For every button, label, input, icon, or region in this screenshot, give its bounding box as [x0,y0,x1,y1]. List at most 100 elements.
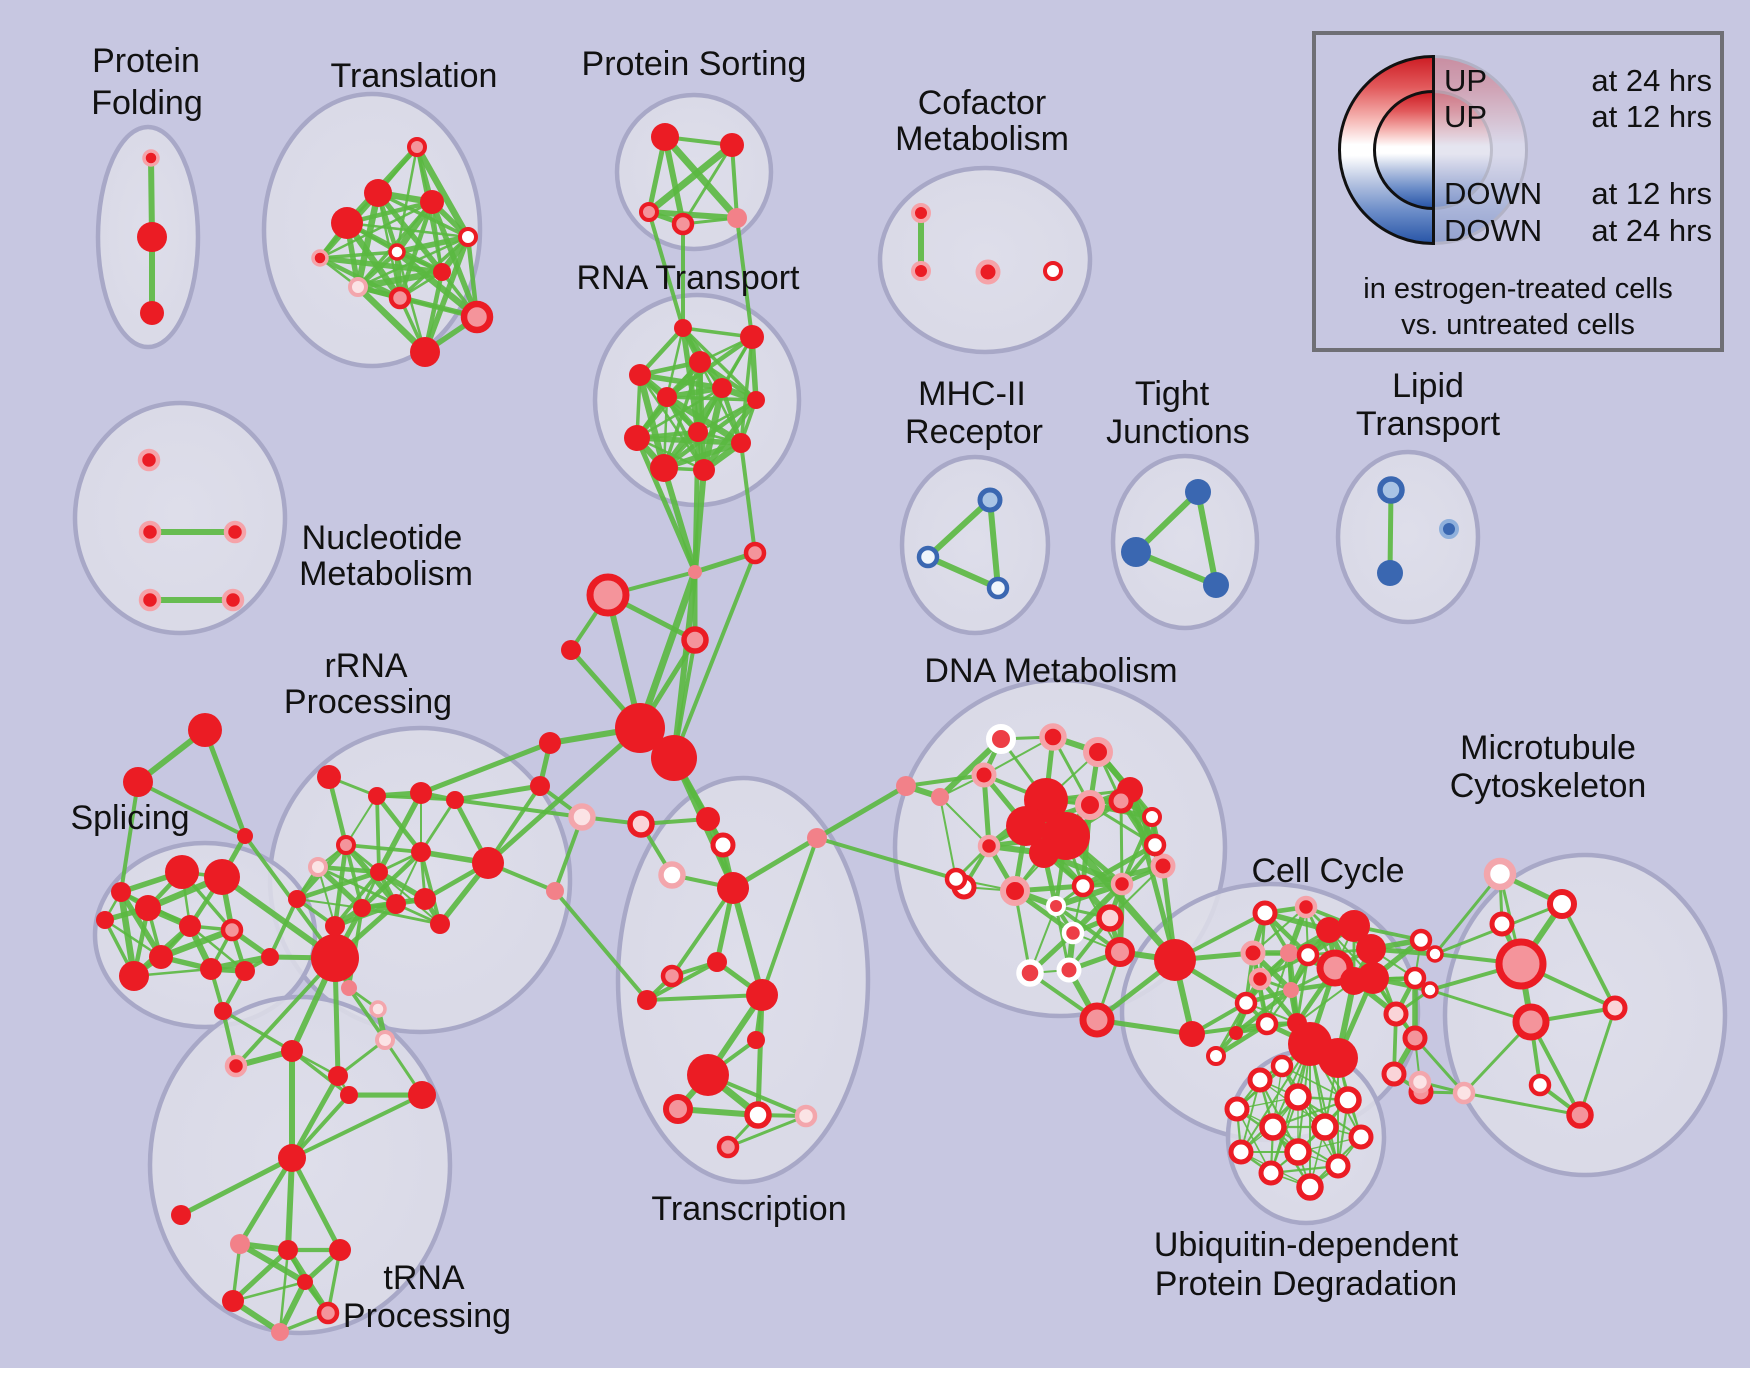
node-protein-folding [137,222,167,252]
node-ubiquitin-degradation [1284,1083,1312,1111]
cluster-label: Transport [1356,405,1501,443]
node-dna-metabolism [1006,806,1046,846]
legend-up-24-label: UP [1444,63,1488,98]
edge [760,836,819,997]
node-ubiquitin-degradation [1348,1124,1374,1150]
node-rrna-processing [288,890,306,908]
node-rrna-processing [353,899,371,917]
edge [1462,1091,1582,1117]
edge [453,798,584,819]
node-cell-cycle [1229,1026,1243,1040]
edge [285,1155,295,1253]
cluster-label: Microtubule [1460,729,1636,767]
node-translation [420,190,444,214]
node-translation [331,207,363,239]
node-nucleotide-metabolism [138,588,162,612]
node-connectors [807,828,827,848]
node-dna-metabolism [1143,833,1167,857]
cluster-label: Ubiquitin-dependent [1154,1226,1459,1264]
node-cell-cycle [1240,940,1266,966]
node-translation [460,300,494,334]
edge [333,870,381,928]
node-transcription [716,1135,740,1159]
node-microtubule-cytoskeleton [1566,1101,1594,1129]
edge [735,216,754,339]
edge [413,143,472,241]
edge [354,283,429,356]
node-trna-processing [224,1054,248,1078]
node-trna-processing [278,1240,298,1260]
edge [670,886,735,978]
node-dna-metabolism [1000,876,1030,906]
node-ubiquitin-degradation [1334,1086,1362,1114]
edge [234,956,337,1068]
node-cell-cycle [1280,944,1298,962]
node-cell-cycle [1357,962,1389,994]
edge [646,209,740,221]
node-rrna-processing [369,1000,387,1018]
node-nucleotide-metabolism [223,520,247,544]
edge [290,1049,351,1097]
edge [317,255,445,275]
cluster-label: DNA Metabolism [924,652,1177,690]
edge [1433,872,1502,956]
node-rna-transport [693,459,715,481]
node-trna-processing [316,1301,340,1325]
node-splicing [96,911,114,929]
legend-note-line2: vs. untreated cells [1401,309,1635,341]
node-dna-metabolism [1142,807,1162,827]
cluster-label: Transcription [651,1190,846,1228]
edge [665,395,758,402]
cluster-label: Splicing [70,799,189,837]
node-cell-cycle [1296,943,1320,967]
edge [815,836,958,881]
node-splicing [119,961,149,991]
edge [661,133,741,222]
edge [485,725,643,866]
cluster-label: Metabolism [895,120,1069,158]
edge [316,865,398,906]
node-splicing [135,895,161,921]
edge [681,326,758,402]
node-transcription [687,1054,729,1096]
node-nucleotide-metabolism [137,448,161,472]
node-dna-metabolism [1096,904,1124,932]
edge [318,200,434,260]
cluster-label: MHC-II [918,375,1026,413]
edge [289,1073,341,1161]
node-cell-cycle [1409,928,1433,952]
node-ubiquitin-degradation [1270,1054,1294,1078]
edge [202,727,248,839]
node-ubiquitin-degradation [1311,1113,1339,1141]
node-cofactor-metabolism [911,203,931,223]
node-connectors [568,803,596,831]
node-microtubule-cytoskeleton [1528,1073,1552,1097]
cluster-label: Cytoskeleton [1450,767,1647,805]
node-cofactor-metabolism [975,259,1001,285]
node-tight-junctions [1185,479,1211,505]
edge [230,1247,291,1304]
node-ubiquitin-degradation [1228,1139,1254,1165]
edge [726,1114,808,1149]
node-dna-metabolism [1071,874,1095,898]
cluster-label: Junctions [1106,413,1250,451]
node-trna-processing [329,1239,351,1261]
cluster-label: Cofactor [918,84,1047,122]
edge [315,864,382,875]
cluster-label: Protein Sorting [582,45,807,83]
node-splicing [235,961,255,981]
node-cell-cycle [1403,966,1427,990]
edge [376,790,424,875]
node-rna-transport [688,422,708,442]
node-translation [410,337,440,367]
node-nucleotide-metabolism [221,588,245,612]
node-cell-cycle [1234,991,1258,1015]
edge [681,143,734,226]
edge [701,397,759,473]
node-cofactor-metabolism [1043,261,1063,281]
edge [645,993,764,1002]
node-connectors [1318,1038,1358,1078]
edge [277,1279,308,1335]
